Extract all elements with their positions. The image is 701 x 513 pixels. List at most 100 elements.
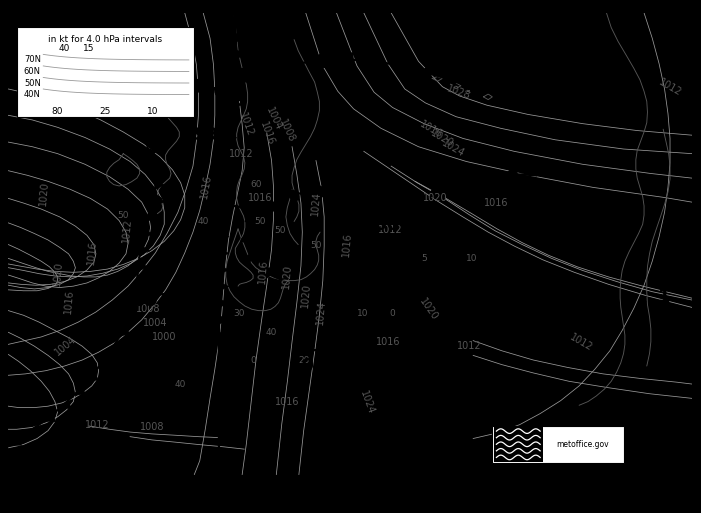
Text: 1008: 1008 bbox=[278, 117, 297, 144]
Text: L: L bbox=[382, 202, 393, 221]
Polygon shape bbox=[219, 382, 229, 391]
Text: 1016: 1016 bbox=[258, 121, 275, 147]
Bar bbox=[494, 427, 543, 462]
Text: 1006: 1006 bbox=[362, 216, 413, 234]
Text: 50: 50 bbox=[275, 226, 286, 235]
Polygon shape bbox=[27, 427, 39, 435]
Polygon shape bbox=[234, 83, 245, 92]
Text: 1020: 1020 bbox=[53, 261, 64, 286]
Polygon shape bbox=[236, 67, 247, 75]
Text: 1024: 1024 bbox=[315, 299, 327, 325]
Text: 1020: 1020 bbox=[281, 264, 293, 290]
Text: H: H bbox=[307, 343, 322, 361]
Polygon shape bbox=[44, 414, 57, 422]
Text: 60: 60 bbox=[250, 180, 261, 189]
Polygon shape bbox=[127, 311, 139, 320]
Text: 1004: 1004 bbox=[53, 334, 78, 358]
Polygon shape bbox=[219, 232, 229, 241]
Text: 1012: 1012 bbox=[377, 225, 402, 235]
Polygon shape bbox=[407, 195, 420, 208]
Text: 40: 40 bbox=[198, 217, 209, 226]
Text: 25: 25 bbox=[99, 107, 111, 115]
Polygon shape bbox=[144, 162, 163, 170]
Polygon shape bbox=[315, 54, 327, 67]
Text: 1016: 1016 bbox=[275, 397, 299, 407]
Text: 1008: 1008 bbox=[139, 422, 164, 432]
Text: 10: 10 bbox=[466, 254, 477, 263]
Text: 1020: 1020 bbox=[418, 297, 440, 322]
Text: 10: 10 bbox=[357, 309, 368, 319]
Polygon shape bbox=[60, 401, 72, 409]
Text: 1012: 1012 bbox=[85, 420, 109, 430]
Polygon shape bbox=[219, 282, 229, 291]
Polygon shape bbox=[245, 217, 264, 225]
Polygon shape bbox=[219, 315, 229, 324]
Text: 1: 1 bbox=[658, 288, 671, 306]
Text: 0: 0 bbox=[250, 356, 256, 365]
Polygon shape bbox=[146, 213, 158, 222]
Text: 15: 15 bbox=[83, 44, 95, 53]
Polygon shape bbox=[219, 249, 229, 258]
Text: 1016: 1016 bbox=[341, 232, 353, 257]
Polygon shape bbox=[508, 168, 518, 181]
Polygon shape bbox=[288, 57, 301, 70]
Polygon shape bbox=[236, 69, 250, 82]
Polygon shape bbox=[369, 55, 381, 69]
Bar bbox=[491, 426, 623, 463]
Polygon shape bbox=[219, 448, 229, 457]
Polygon shape bbox=[224, 149, 235, 158]
Polygon shape bbox=[219, 215, 229, 225]
Text: 50N: 50N bbox=[24, 78, 41, 88]
Bar bbox=[18, 27, 193, 117]
Polygon shape bbox=[219, 199, 230, 208]
Polygon shape bbox=[421, 67, 435, 81]
Polygon shape bbox=[481, 171, 492, 184]
Text: ×: × bbox=[637, 293, 648, 306]
Text: 1004: 1004 bbox=[143, 318, 168, 328]
Polygon shape bbox=[219, 365, 229, 374]
Polygon shape bbox=[360, 200, 375, 211]
Polygon shape bbox=[343, 53, 353, 67]
Polygon shape bbox=[136, 279, 147, 288]
Text: 40: 40 bbox=[266, 328, 277, 337]
Text: 40N: 40N bbox=[24, 90, 41, 99]
Text: 1016: 1016 bbox=[86, 240, 99, 266]
Text: ×: × bbox=[314, 339, 325, 352]
Polygon shape bbox=[100, 358, 111, 366]
Text: 1000: 1000 bbox=[152, 332, 177, 342]
Polygon shape bbox=[241, 235, 260, 242]
Polygon shape bbox=[144, 195, 163, 203]
Polygon shape bbox=[234, 16, 245, 26]
Polygon shape bbox=[222, 166, 233, 175]
Polygon shape bbox=[10, 438, 22, 445]
Polygon shape bbox=[219, 431, 229, 441]
Polygon shape bbox=[219, 265, 229, 274]
Polygon shape bbox=[219, 332, 229, 341]
Polygon shape bbox=[226, 133, 237, 142]
Polygon shape bbox=[148, 97, 166, 106]
Text: 60N: 60N bbox=[24, 67, 41, 76]
Text: 993: 993 bbox=[133, 292, 170, 310]
Polygon shape bbox=[111, 343, 123, 351]
Text: 80: 80 bbox=[51, 107, 62, 115]
Text: 0: 0 bbox=[390, 309, 395, 319]
Text: 1024: 1024 bbox=[440, 138, 466, 159]
Polygon shape bbox=[261, 201, 278, 212]
Polygon shape bbox=[431, 187, 445, 200]
Polygon shape bbox=[455, 179, 469, 191]
Text: 50: 50 bbox=[254, 217, 266, 226]
Polygon shape bbox=[339, 189, 352, 202]
Polygon shape bbox=[219, 415, 229, 424]
Text: 20: 20 bbox=[298, 356, 309, 365]
Text: 50: 50 bbox=[118, 210, 129, 220]
Text: 30: 30 bbox=[233, 309, 245, 319]
Text: metoffice.gov: metoffice.gov bbox=[556, 440, 608, 449]
Text: 1028: 1028 bbox=[445, 83, 471, 101]
Text: H: H bbox=[514, 288, 529, 306]
Text: 1018: 1018 bbox=[496, 302, 546, 320]
Text: 1020: 1020 bbox=[299, 283, 312, 308]
Text: 1016: 1016 bbox=[62, 289, 74, 314]
Polygon shape bbox=[231, 100, 243, 109]
Text: 1012: 1012 bbox=[568, 332, 594, 353]
Text: 1012: 1012 bbox=[458, 341, 482, 351]
